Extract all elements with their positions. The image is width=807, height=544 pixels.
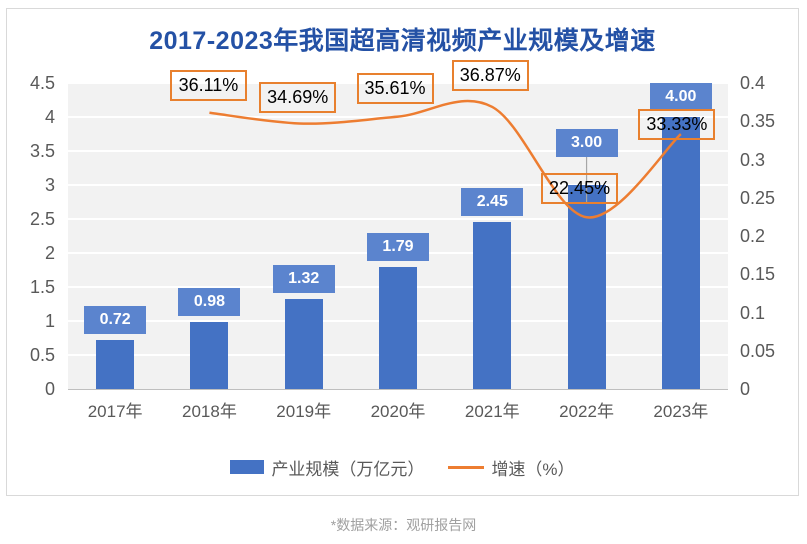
bar — [190, 322, 229, 389]
bar — [379, 267, 417, 389]
legend-line-label: 增速（%） — [491, 459, 575, 479]
legend: 产业规模（万亿元） 增速（%） — [7, 455, 798, 479]
bar-value-label: 0.98 — [178, 288, 241, 317]
legend-line-swatch — [448, 465, 485, 469]
legend-bar-swatch — [230, 460, 265, 474]
growth-point-label: 36.11% — [169, 70, 247, 102]
growth-point-label: 35.61% — [356, 73, 434, 105]
bar — [96, 340, 135, 389]
bar-value-label: 1.32 — [272, 265, 335, 294]
x-axis-line — [68, 389, 728, 390]
gridline — [68, 116, 728, 118]
x-axis-category-label: 2017年 — [87, 402, 143, 421]
left-axis-tick-label: 1 — [44, 311, 55, 331]
bar-value-label: 4.00 — [649, 83, 712, 111]
left-axis-tick-label: 0 — [44, 379, 55, 399]
bar-value-label: 3.00 — [555, 129, 618, 157]
x-axis-category-label: 2021年 — [464, 402, 520, 421]
growth-point-label: 36.87% — [451, 60, 529, 92]
growth-point-label: 33.33% — [638, 108, 716, 140]
right-axis-tick-label: 0.1 — [740, 302, 766, 323]
right-axis-tick-label: 0.25 — [740, 187, 776, 208]
bar — [567, 185, 606, 389]
left-axis-tick-label: 3 — [44, 175, 55, 195]
bar — [661, 117, 700, 389]
left-axis-tick-label: 4 — [44, 107, 55, 127]
source-note: *数据来源：观研报告网 — [330, 517, 477, 533]
right-axis-tick-label: 0.3 — [740, 149, 766, 170]
gridline — [68, 184, 728, 186]
right-axis-tick-label: 0.2 — [740, 226, 766, 246]
x-axis-category-label: 2020年 — [370, 402, 426, 421]
x-axis-category-label: 2023年 — [653, 402, 709, 421]
left-axis-tick-label: 2.5 — [29, 209, 55, 229]
chart-area: 4.5 4 3.5 3 2.5 2 1.5 1 0.5 0 0.4 0.35 0.3 0.25 0.2 0.1… — [7, 9, 798, 495]
gridline — [68, 218, 728, 220]
bar-value-label: 0.72 — [84, 306, 147, 335]
left-axis-tick-label: 4.5 — [29, 73, 55, 93]
growth-point-label: 34.69% — [259, 82, 337, 114]
bar — [473, 222, 512, 389]
right-axis-tick-label: 0.35 — [740, 111, 776, 132]
x-axis-category-label: 2019年 — [276, 402, 332, 421]
gridline — [68, 150, 728, 152]
right-axis-tick-label: 0.4 — [740, 73, 766, 93]
right-axis-tick-label: 0.05 — [740, 340, 776, 361]
left-axis-tick-label: 0.5 — [29, 345, 55, 365]
left-axis-tick-label: 1.5 — [29, 277, 55, 297]
growth-point-label: 22.45% — [541, 172, 619, 204]
x-axis-category-label: 2018年 — [182, 402, 237, 421]
right-axis-tick-label: 0 — [740, 379, 751, 399]
bar — [284, 299, 323, 389]
bar-value-label: 2.45 — [461, 188, 524, 217]
chart-title: 2017-2023年我国超高清视频产业规模及增速 — [149, 27, 656, 55]
left-axis-tick-label: 3.5 — [29, 141, 55, 161]
bar-value-label: 1.79 — [367, 233, 429, 262]
chart-card: 2017-2023年我国超高清视频产业规模及增速 4.5 4 3.5 3 2.5 2 1.5… — [6, 8, 799, 496]
left-axis-tick-label: 2 — [44, 243, 55, 263]
legend-bar-label: 产业规模（万亿元） — [271, 459, 425, 479]
gridline — [68, 82, 728, 84]
x-axis-category-label: 2022年 — [559, 402, 614, 421]
right-axis-tick-label: 0.15 — [740, 264, 776, 285]
